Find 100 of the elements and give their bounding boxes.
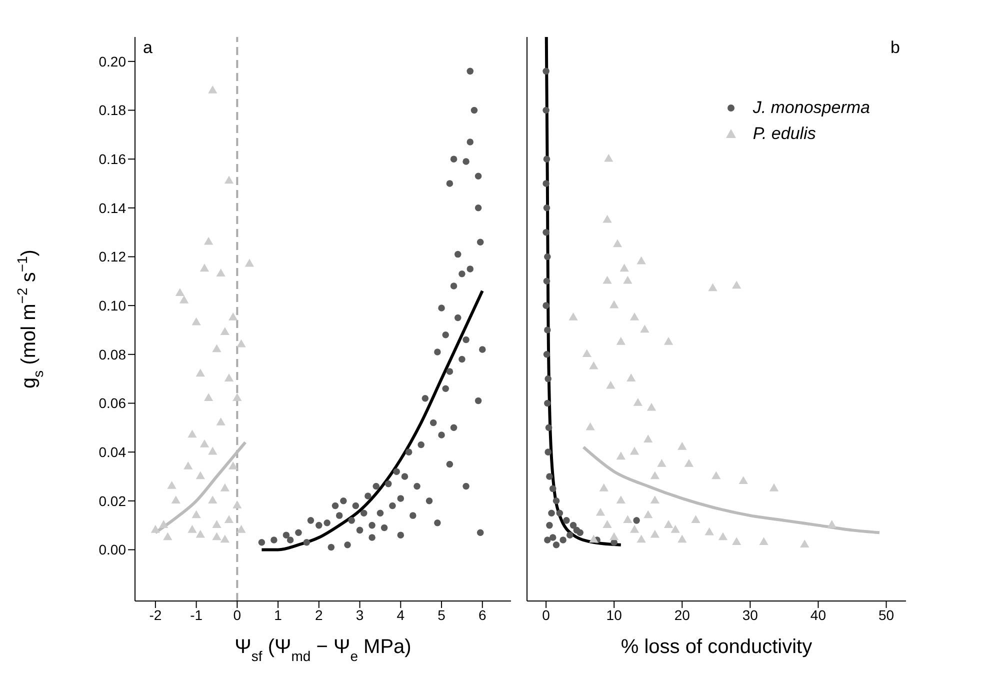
point xyxy=(568,312,578,320)
point xyxy=(542,106,550,114)
point xyxy=(604,154,614,162)
point xyxy=(204,393,214,401)
point xyxy=(552,541,560,548)
point xyxy=(542,68,550,75)
point xyxy=(543,156,550,162)
point xyxy=(167,480,176,489)
y-tick-label: 0.02 xyxy=(98,492,126,509)
point xyxy=(602,276,612,284)
point xyxy=(650,471,660,480)
point xyxy=(602,214,612,223)
point xyxy=(678,442,687,450)
x-tick-label: 1 xyxy=(274,606,282,623)
x-tick-label: 50 xyxy=(878,606,894,623)
point xyxy=(664,520,674,528)
point xyxy=(184,461,193,470)
point xyxy=(543,351,550,358)
point xyxy=(552,498,560,504)
point xyxy=(224,176,234,184)
point xyxy=(216,418,226,426)
point xyxy=(542,180,550,187)
point xyxy=(188,524,197,533)
point xyxy=(612,239,622,248)
point xyxy=(244,258,254,267)
y-tick-label: 0.08 xyxy=(98,346,126,362)
point xyxy=(650,496,660,504)
y-tick-label: 0.16 xyxy=(98,151,126,168)
point xyxy=(691,515,700,524)
point xyxy=(738,476,748,484)
point xyxy=(616,496,626,504)
point xyxy=(827,520,836,528)
point xyxy=(196,471,205,480)
point xyxy=(570,522,577,529)
point xyxy=(684,459,694,467)
x-tick-label: 4 xyxy=(396,606,405,623)
x-tick-label: 10 xyxy=(606,606,622,623)
point xyxy=(236,524,246,533)
point xyxy=(208,446,218,455)
point xyxy=(549,534,556,541)
point xyxy=(549,485,556,492)
point xyxy=(620,264,629,272)
point xyxy=(543,278,550,285)
point xyxy=(200,264,210,272)
y-tick-label: 0.06 xyxy=(98,395,126,412)
point xyxy=(171,496,180,504)
point xyxy=(200,439,210,448)
point xyxy=(208,85,218,94)
point xyxy=(769,483,779,492)
point xyxy=(589,361,598,370)
line-series xyxy=(260,289,484,552)
point xyxy=(545,424,552,432)
x-axis-title: % loss of conductivity xyxy=(620,636,812,658)
point xyxy=(630,312,640,320)
y-tick-label: 0.18 xyxy=(98,102,126,118)
point xyxy=(800,540,810,548)
x-tick-label: 6 xyxy=(478,606,486,623)
point xyxy=(602,520,612,528)
point xyxy=(175,288,185,296)
y-tick-label: 0.14 xyxy=(98,200,126,216)
point xyxy=(560,536,566,544)
point xyxy=(586,422,595,430)
point xyxy=(548,510,555,516)
point xyxy=(544,448,552,456)
point xyxy=(544,375,552,382)
x-axis-title: Ψ$_{sf}$ (Ψ$_{md}$ − Ψ$_{e}$ MPa) xyxy=(234,636,412,664)
point xyxy=(640,324,650,333)
point xyxy=(544,536,551,544)
point xyxy=(623,515,632,524)
point xyxy=(596,508,606,516)
point xyxy=(646,402,656,411)
point xyxy=(732,537,742,546)
point xyxy=(718,532,728,540)
point xyxy=(150,524,160,533)
point xyxy=(670,524,680,533)
point xyxy=(208,496,218,504)
point xyxy=(582,349,592,358)
point xyxy=(576,529,584,536)
point xyxy=(224,374,234,382)
point xyxy=(610,532,619,540)
point xyxy=(542,228,550,236)
y-tick-label: 0.04 xyxy=(98,444,126,460)
point xyxy=(616,336,626,345)
point xyxy=(212,532,222,540)
x-tick-label: -2 xyxy=(149,606,162,623)
point xyxy=(220,483,230,492)
point xyxy=(228,312,238,320)
point xyxy=(546,522,553,529)
point xyxy=(678,534,687,543)
x-tick-label: 20 xyxy=(674,606,690,623)
point xyxy=(616,452,626,460)
point xyxy=(188,430,197,438)
x-tick-label: 30 xyxy=(742,606,758,623)
point xyxy=(212,520,222,528)
legend-label: P. edulis xyxy=(752,124,816,144)
y-tick-label: 0.12 xyxy=(98,248,126,265)
point xyxy=(544,326,551,334)
x-tick-label: 40 xyxy=(810,606,826,623)
point xyxy=(228,461,238,470)
point xyxy=(606,380,616,389)
